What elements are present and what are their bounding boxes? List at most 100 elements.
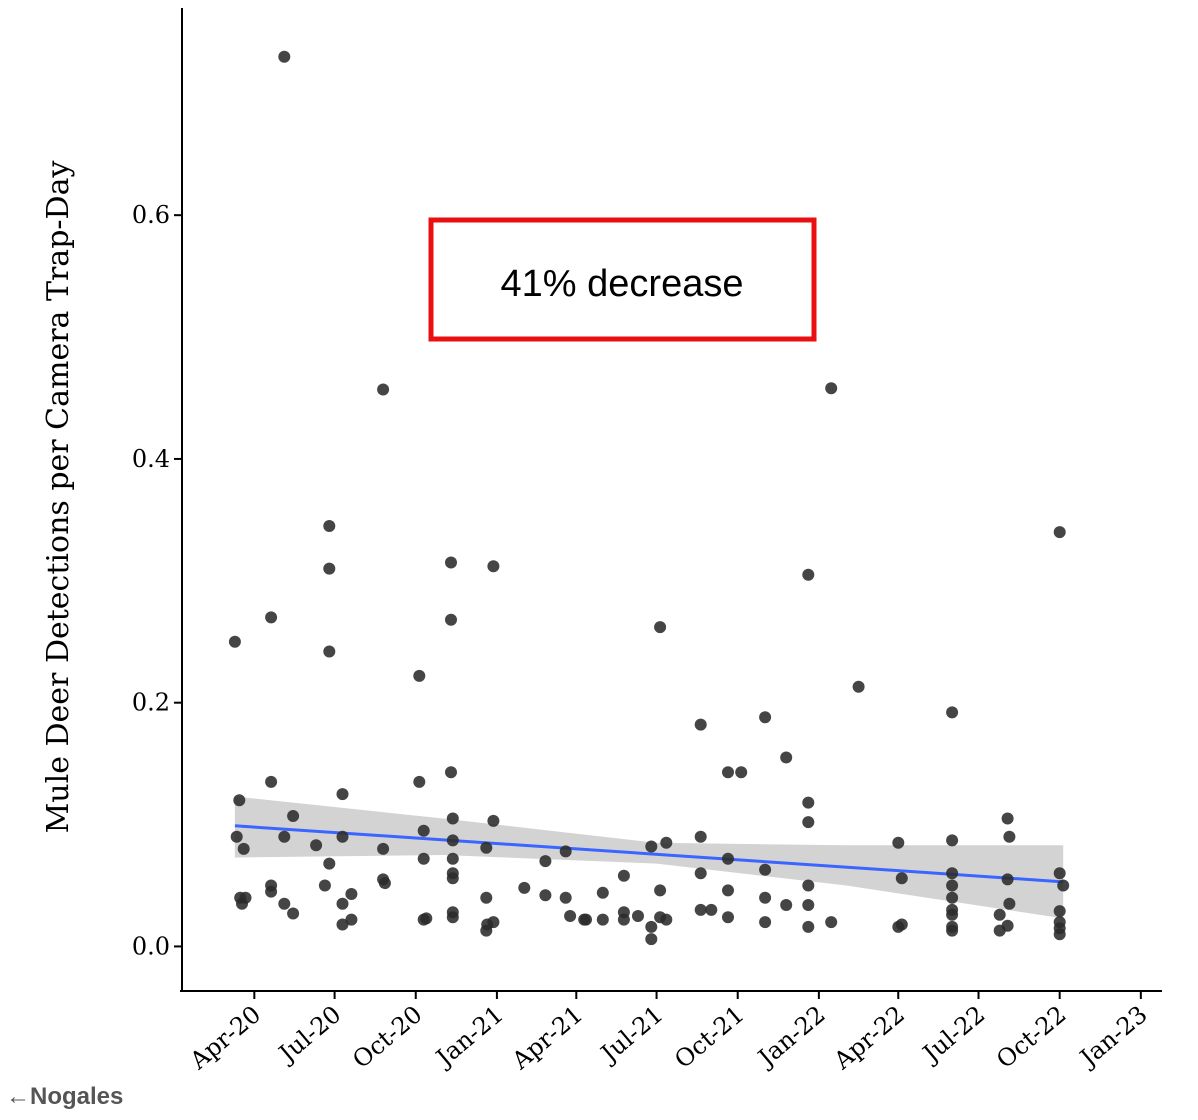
- x-tick-label: Jul-21: [593, 1000, 668, 1069]
- data-point: [480, 891, 493, 904]
- data-point: [345, 913, 358, 926]
- data-point: [654, 621, 667, 634]
- data-point: [237, 842, 250, 855]
- data-point: [705, 903, 718, 916]
- data-point: [632, 910, 644, 922]
- data-point: [287, 810, 300, 822]
- data-point: [1001, 873, 1014, 886]
- data-point: [645, 920, 658, 933]
- annotation-text: 41% decrease: [501, 263, 744, 305]
- data-point: [377, 842, 390, 855]
- data-point: [417, 824, 430, 837]
- data-point: [265, 885, 278, 898]
- data-point: [336, 918, 349, 931]
- ci-band: [234, 796, 1064, 919]
- data-point: [377, 383, 390, 396]
- data-point: [759, 916, 772, 929]
- data-point: [1001, 919, 1014, 932]
- data-point: [445, 613, 457, 626]
- data-point: [336, 897, 349, 910]
- data-point: [825, 382, 838, 395]
- data-point: [946, 834, 959, 847]
- data-point: [645, 840, 658, 853]
- data-point: [265, 775, 278, 788]
- confidence-band: [234, 796, 1064, 919]
- y-tick-label: 0.0: [132, 932, 170, 960]
- data-point: [230, 830, 243, 843]
- data-point: [895, 918, 908, 931]
- data-point: [780, 899, 793, 911]
- x-tick-label: Oct-21: [669, 1000, 749, 1074]
- data-point: [802, 816, 815, 829]
- data-point: [645, 933, 658, 946]
- data-point: [278, 50, 291, 63]
- data-point: [310, 839, 323, 852]
- data-point: [228, 635, 241, 648]
- data-point: [420, 912, 433, 925]
- data-point: [487, 814, 500, 827]
- data-point: [318, 879, 331, 892]
- data-point: [445, 556, 457, 569]
- data-point: [1003, 897, 1016, 910]
- trend-line-group: [234, 824, 1064, 884]
- data-point: [323, 562, 336, 575]
- x-tick-label: Jan-21: [429, 1000, 509, 1074]
- x-tick-label: Apr-20: [184, 1000, 266, 1075]
- data-point: [323, 520, 336, 532]
- data-point: [1053, 905, 1066, 918]
- data-point: [446, 834, 459, 847]
- data-point: [946, 867, 959, 880]
- data-point: [446, 812, 459, 825]
- data-point: [802, 879, 815, 892]
- data-point: [892, 836, 905, 849]
- y-axis-label: Mule Deer Detections per Camera Trap-Day: [41, 161, 76, 834]
- data-point: [895, 872, 908, 885]
- x-tick-label: Jan-23: [1073, 1000, 1153, 1074]
- data-point: [378, 877, 391, 890]
- data-point: [487, 560, 500, 573]
- data-point: [413, 775, 426, 788]
- data-point: [617, 913, 630, 926]
- data-point: [946, 924, 959, 937]
- data-point: [413, 669, 426, 682]
- data-point: [278, 830, 291, 843]
- data-point: [539, 855, 552, 868]
- data-point: [287, 907, 300, 920]
- x-tick-label: Apr-22: [828, 1000, 910, 1075]
- data-point: [722, 884, 734, 897]
- data-point: [278, 897, 291, 910]
- data-point: [722, 911, 734, 924]
- data-point: [780, 751, 793, 764]
- data-point: [1053, 928, 1066, 941]
- data-point: [735, 766, 748, 779]
- data-point: [265, 611, 278, 624]
- data-point: [323, 645, 336, 658]
- data-point: [480, 841, 493, 854]
- data-point: [825, 916, 838, 929]
- data-point: [487, 916, 500, 929]
- data-point: [946, 879, 959, 892]
- data-point: [559, 891, 572, 904]
- x-tick-label: Jul-22: [915, 1000, 990, 1069]
- data-point: [336, 830, 349, 843]
- data-point: [233, 794, 246, 807]
- x-tick-label: Apr-21: [506, 1000, 588, 1075]
- data-point: [564, 910, 577, 922]
- data-point: [722, 766, 734, 779]
- data-point: [446, 852, 459, 865]
- data-point: [596, 886, 609, 899]
- data-point: [852, 680, 865, 693]
- x-tick-label: Oct-22: [991, 1000, 1071, 1074]
- nogales-nav-link[interactable]: ←Nogales: [6, 1083, 124, 1110]
- data-points: [228, 50, 1070, 946]
- data-point: [802, 568, 815, 581]
- data-point: [1003, 830, 1016, 843]
- data-point: [580, 913, 592, 926]
- data-point: [759, 711, 772, 724]
- data-point: [660, 913, 673, 926]
- data-point: [1001, 812, 1014, 825]
- data-point: [694, 867, 707, 880]
- data-point: [445, 766, 457, 779]
- data-point: [694, 718, 707, 731]
